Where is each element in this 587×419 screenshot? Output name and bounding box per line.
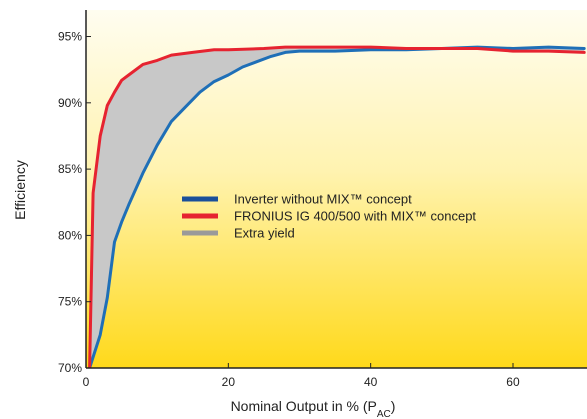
legend: Inverter without MIX™ concept FRONIUS IG … [182,192,476,241]
plot-area [88,45,586,368]
y-tick-label-95: 95% [58,30,82,44]
x-tick-label-0: 0 [83,375,90,389]
y-ticks: 70% 75% 80% 85% 90% 95% [58,30,91,375]
y-axis-title: Efficiency [12,160,28,220]
axes [85,10,587,369]
y-tick-label-80: 80% [58,228,82,242]
y-tick-label-75: 75% [58,295,82,309]
x-axis-title: Nominal Output in % (PAC) [231,398,396,419]
extra-yield-area [89,47,585,368]
legend-swatch-extra-yield [182,230,218,236]
y-tick-label-85: 85% [58,162,82,176]
y-tick-label-70: 70% [58,361,82,375]
legend-swatch-inverter-without-mix [182,196,218,202]
x-tick-label-40: 40 [364,375,378,389]
legend-swatch-fronius-mix [182,213,218,219]
legend-label-inverter-without-mix: Inverter without MIX™ concept [234,192,412,207]
series-line-fronius-mix [88,45,586,368]
legend-label-fronius-mix: FRONIUS IG 400/500 with MIX™ concept [234,209,476,224]
x-tick-label-20: 20 [222,375,236,389]
x-tick-label-60: 60 [506,375,520,389]
legend-label-extra-yield: Extra yield [234,226,295,241]
x-ticks: 0 20 40 60 [83,363,520,389]
y-tick-label-90: 90% [58,96,82,110]
